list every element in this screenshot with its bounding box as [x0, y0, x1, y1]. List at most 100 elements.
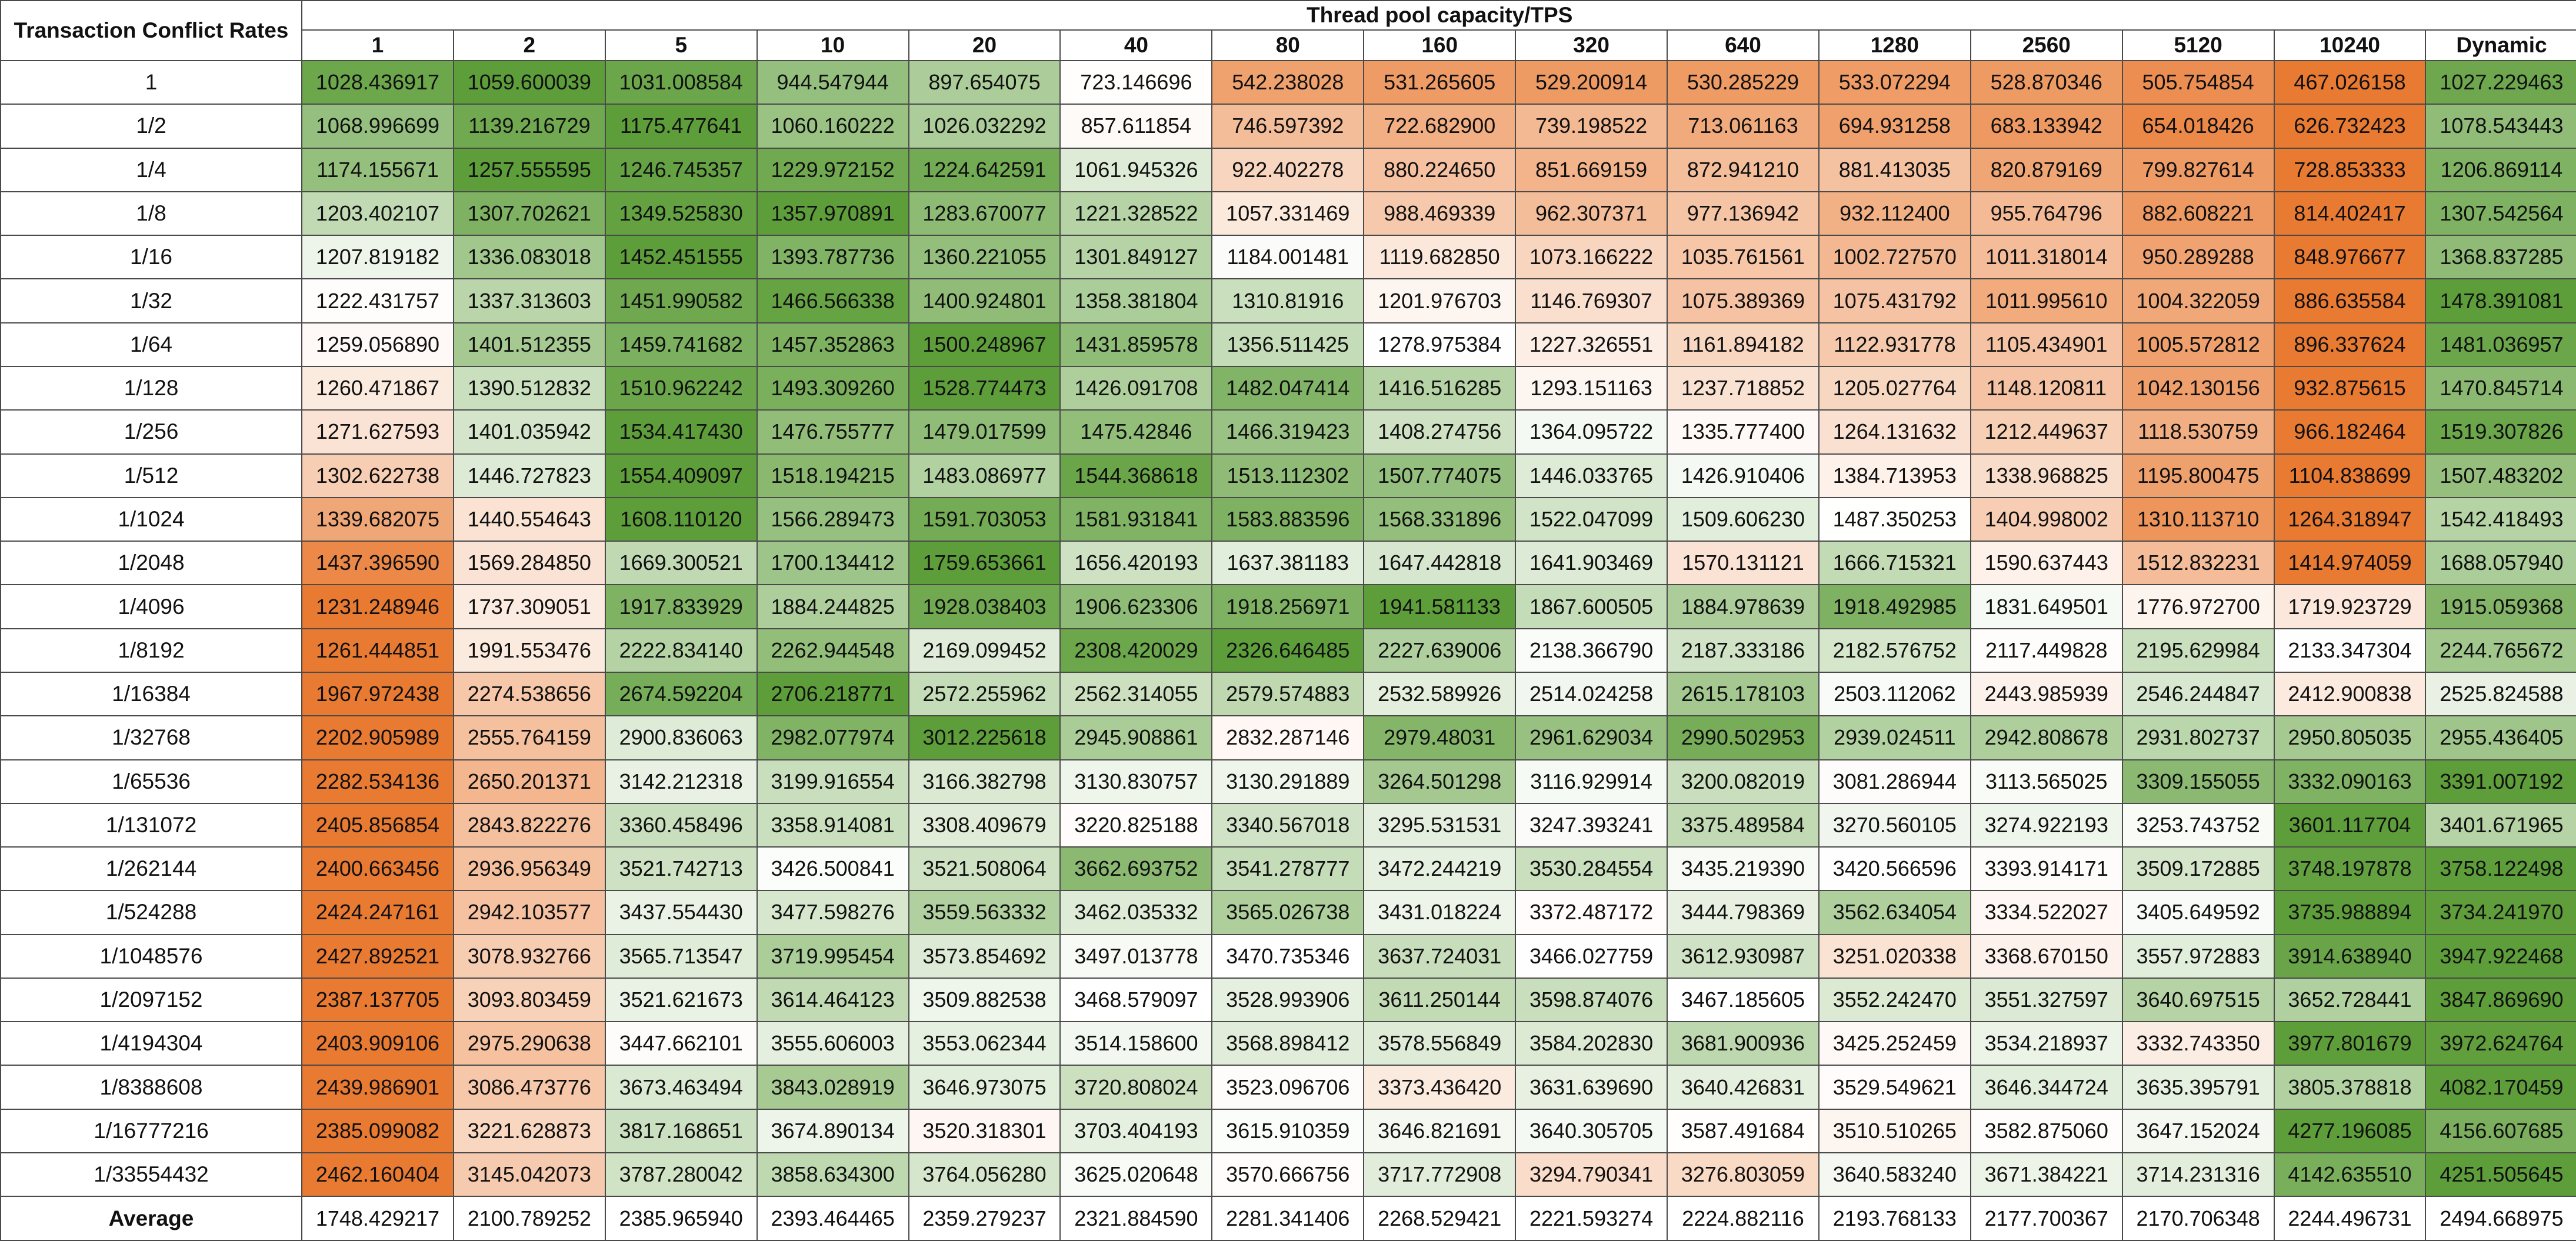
heatmap-cell: 1278.975384 — [1363, 322, 1517, 367]
heatmap-cell: 3521.508064 — [908, 846, 1061, 892]
heatmap-cell: 4082.170459 — [2425, 1065, 2576, 1110]
heatmap-cell: 3541.278777 — [1211, 846, 1365, 892]
heatmap-cell: 1493.309260 — [756, 365, 909, 411]
heatmap-cell: 857.611854 — [1059, 104, 1213, 149]
heatmap-cell: 2900.836063 — [604, 715, 758, 760]
heatmap-cell: 654.018426 — [2121, 104, 2275, 149]
table-row: 1/128 1260.471867 1390.512832 1510.962242 14… — [0, 365, 2576, 411]
heatmap-cell: 3534.218937 — [1970, 1021, 2123, 1066]
heatmap-cell: 3437.554430 — [604, 890, 758, 935]
heatmap-cell: 3391.007192 — [2425, 759, 2576, 804]
heatmap-cell: 3477.598276 — [756, 890, 909, 935]
heatmap-cell: 1928.038403 — [908, 584, 1061, 629]
heatmap-cell: 3360.458496 — [604, 802, 758, 848]
heatmap-cell: 1656.420193 — [1059, 541, 1213, 586]
heatmap-cell: 3332.743350 — [2121, 1021, 2275, 1066]
heatmap-cell: 1518.194215 — [756, 453, 909, 498]
row-label: 1 — [0, 59, 302, 105]
row-label: 1/32 — [0, 278, 302, 323]
heatmap-cell: 1059.600039 — [452, 59, 606, 105]
heatmap-cell: 848.976677 — [2273, 235, 2427, 280]
table-row: 1/1024 1339.682075 1440.554643 1608.110120 1… — [0, 496, 2576, 542]
heatmap-cell: 1583.883596 — [1211, 496, 1365, 542]
table-row: 1/16384 1967.972438 2274.538656 2674.592204… — [0, 671, 2576, 717]
heatmap-cell: 3012.225618 — [908, 715, 1061, 760]
column-header: 2 — [452, 29, 606, 61]
heatmap-cell: 1737.309051 — [452, 584, 606, 629]
heatmap-cell: 533.072294 — [1818, 59, 1971, 105]
heatmap-cell: 1669.300521 — [604, 541, 758, 586]
heatmap-cell: 626.732423 — [2273, 104, 2427, 149]
heatmap-cell: 1542.418493 — [2425, 496, 2576, 542]
heatmap-cell: 3640.426831 — [1667, 1065, 1819, 1110]
heatmap-cell: 1647.442818 — [1363, 541, 1517, 586]
heatmap-cell: 1364.095722 — [1515, 409, 1668, 455]
heatmap-cell: 3373.436420 — [1363, 1065, 1517, 1110]
row-label: 1/1048576 — [0, 933, 302, 979]
heatmap-cell: 467.026158 — [2273, 59, 2427, 105]
row-label: 1/8388608 — [0, 1065, 302, 1110]
heatmap-cell: 1688.057940 — [2425, 541, 2576, 586]
table-row: 1/16777216 2385.099082 3221.628873 3817.168… — [0, 1108, 2576, 1154]
heatmap-cell: 3565.026738 — [1211, 890, 1365, 935]
heatmap-cell: 3843.028919 — [756, 1065, 909, 1110]
heatmap-cell: 3947.922468 — [2425, 933, 2576, 979]
heatmap-cell: 2385.099082 — [301, 1108, 454, 1154]
heatmap-cell: 2187.333186 — [1667, 628, 1819, 673]
heatmap-cell: 3635.395791 — [2121, 1065, 2275, 1110]
heatmap-cell: 1174.155671 — [301, 147, 454, 192]
heatmap-cell: 1431.859578 — [1059, 322, 1213, 367]
heatmap-cell: 3340.567018 — [1211, 802, 1365, 848]
column-header: 1280 — [1818, 29, 1971, 61]
heatmap-cell: 3557.972883 — [2121, 933, 2275, 979]
heatmap-cell: 3308.409679 — [908, 802, 1061, 848]
column-header: 5120 — [2121, 29, 2275, 61]
heatmap-cell: 1122.931778 — [1818, 322, 1971, 367]
heatmap-cell: 1554.409097 — [604, 453, 758, 498]
heatmap-cell: 2532.589926 — [1363, 671, 1517, 717]
heatmap-cell: 1206.869114 — [2425, 147, 2576, 192]
heatmap-cell: 1451.990582 — [604, 278, 758, 323]
heatmap-cell: 1941.581133 — [1363, 584, 1517, 629]
heatmap-cell: 1212.449637 — [1970, 409, 2123, 455]
heatmap-cell: 1700.134412 — [756, 541, 909, 586]
heatmap-cell: 4277.196085 — [2273, 1108, 2427, 1154]
heatmap-cell: 722.682900 — [1363, 104, 1517, 149]
heatmap-cell: 1509.606230 — [1667, 496, 1819, 542]
heatmap-cell: 2193.768133 — [1818, 1196, 1971, 1241]
heatmap-cell: 1075.389369 — [1667, 278, 1819, 323]
heatmap-cell: 2244.496731 — [2273, 1196, 2427, 1241]
heatmap-cell: 2227.639006 — [1363, 628, 1517, 673]
heatmap-cell: 3562.634054 — [1818, 890, 1971, 935]
heatmap-cell: 2195.629984 — [2121, 628, 2275, 673]
heatmap-cell: 1205.027764 — [1818, 365, 1971, 411]
heatmap-cell: 1356.511425 — [1211, 322, 1365, 367]
heatmap-cell: 1222.431757 — [301, 278, 454, 323]
table-row: 1/8388608 2439.986901 3086.473776 3673.4634… — [0, 1065, 2576, 1110]
heatmap-cell: 3116.929914 — [1515, 759, 1668, 804]
heatmap-cell: 1748.429217 — [301, 1196, 454, 1241]
heatmap-cell: 1027.229463 — [2425, 59, 2576, 105]
heatmap-cell: 1608.110120 — [604, 496, 758, 542]
heatmap-cell: 2939.024511 — [1818, 715, 1971, 760]
heatmap-cell: 1384.713953 — [1818, 453, 1971, 498]
heatmap-cell: 3640.697515 — [2121, 977, 2275, 1023]
table-row: 1/2 1068.996699 1139.216729 1175.477641 1060… — [0, 104, 2576, 149]
heatmap-cell: 1078.543443 — [2425, 104, 2576, 149]
heatmap-cell: 1591.703053 — [908, 496, 1061, 542]
heatmap-cell: 3375.489584 — [1667, 802, 1819, 848]
heatmap-cell: 3510.510265 — [1818, 1108, 1971, 1154]
heatmap-cell: 3552.242470 — [1818, 977, 1971, 1023]
heatmap-cell: 2936.956349 — [452, 846, 606, 892]
table-row: 1/16 1207.819182 1336.083018 1452.451555 139… — [0, 235, 2576, 280]
heatmap-cell: 3426.500841 — [756, 846, 909, 892]
heatmap-cell: 529.200914 — [1515, 59, 1668, 105]
heatmap-cell: 1139.216729 — [452, 104, 606, 149]
heatmap-cell: 881.413035 — [1818, 147, 1971, 192]
heatmap-cell: 3470.735346 — [1211, 933, 1365, 979]
row-header-cell: Transaction Conflict Rates — [0, 0, 302, 61]
heatmap-cell: 1404.998002 — [1970, 496, 2123, 542]
heatmap-cell: 1918.256971 — [1211, 584, 1365, 629]
heatmap-cell: 2359.279237 — [908, 1196, 1061, 1241]
heatmap-cell: 1522.047099 — [1515, 496, 1668, 542]
